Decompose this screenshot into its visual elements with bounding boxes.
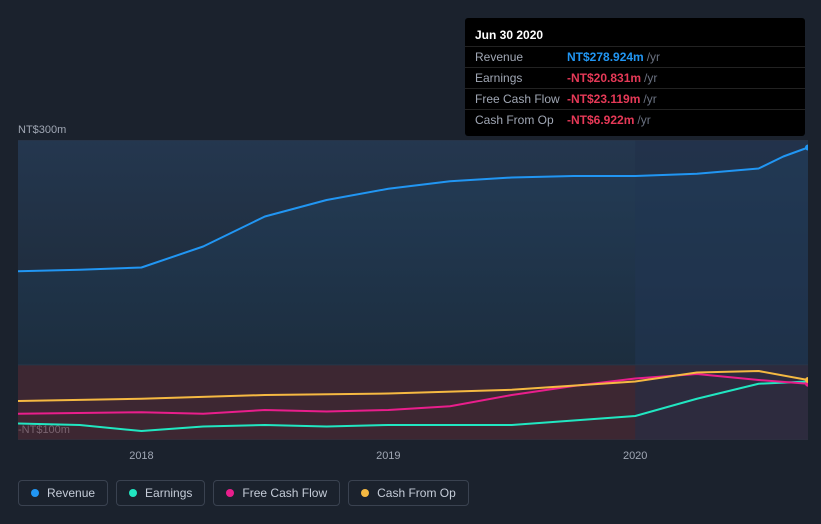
legend-dot-icon — [361, 489, 369, 497]
legend-item-earnings[interactable]: Earnings — [116, 480, 205, 506]
tooltip-row-label: Cash From Op — [475, 113, 567, 127]
tooltip-row-value: -NT$20.831m — [567, 71, 641, 85]
tooltip-row: Free Cash Flow-NT$23.119m/yr — [465, 88, 805, 109]
chart-legend: Revenue Earnings Free Cash Flow Cash From O… — [18, 480, 469, 506]
tooltip-row-value: -NT$23.119m — [567, 92, 640, 106]
chart-tooltip: Jun 30 2020 RevenueNT$278.924m/yrEarning… — [465, 18, 805, 136]
legend-dot-icon — [129, 489, 137, 497]
tooltip-row-label: Revenue — [475, 50, 567, 64]
tooltip-row-suffix: /yr — [637, 113, 650, 127]
x-axis-label: 2019 — [376, 450, 400, 462]
tooltip-row-suffix: /yr — [643, 92, 656, 106]
legend-item-label: Cash From Op — [377, 486, 456, 500]
legend-item-label: Revenue — [47, 486, 95, 500]
tooltip-row-suffix: /yr — [644, 71, 657, 85]
tooltip-date: Jun 30 2020 — [465, 24, 805, 46]
x-axis-label: 2020 — [623, 450, 647, 462]
legend-item-label: Earnings — [145, 486, 192, 500]
tooltip-row-label: Earnings — [475, 71, 567, 85]
tooltip-row: Cash From Op-NT$6.922m/yr — [465, 109, 805, 130]
tooltip-row: RevenueNT$278.924m/yr — [465, 46, 805, 67]
financials-chart — [18, 140, 808, 440]
legend-item-label: Free Cash Flow — [242, 486, 327, 500]
y-axis-label: NT$300m — [18, 124, 66, 136]
legend-item-cash-from-op[interactable]: Cash From Op — [348, 480, 469, 506]
tooltip-row-value: NT$278.924m — [567, 50, 644, 64]
legend-item-free-cash-flow[interactable]: Free Cash Flow — [213, 480, 340, 506]
x-axis-label: 2018 — [129, 450, 153, 462]
legend-dot-icon — [226, 489, 234, 497]
tooltip-row-suffix: /yr — [647, 50, 660, 64]
tooltip-row-label: Free Cash Flow — [475, 92, 567, 106]
legend-dot-icon — [31, 489, 39, 497]
tooltip-row-value: -NT$6.922m — [567, 113, 634, 127]
tooltip-row: Earnings-NT$20.831m/yr — [465, 67, 805, 88]
legend-item-revenue[interactable]: Revenue — [18, 480, 108, 506]
